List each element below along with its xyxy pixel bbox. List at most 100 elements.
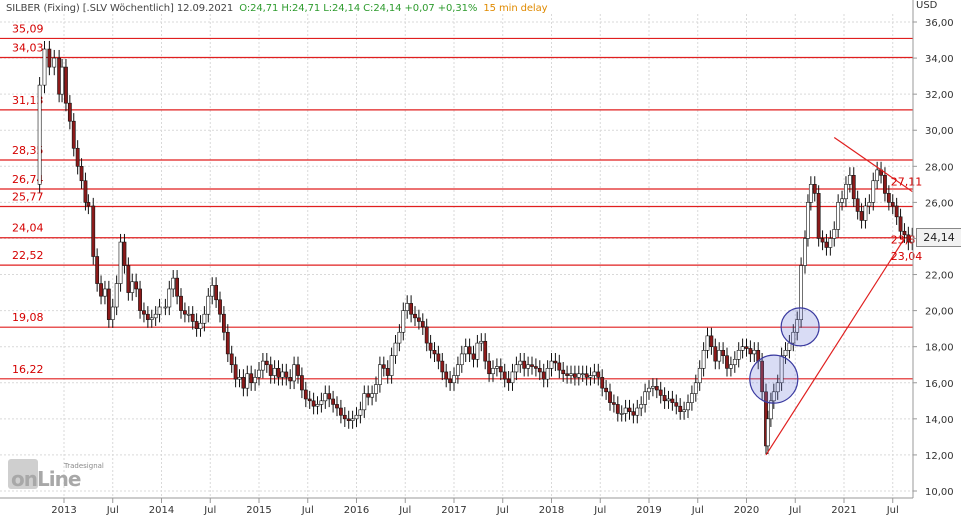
- candle: [280, 371, 285, 378]
- candle: [126, 265, 131, 293]
- x-tick-label: Jul: [691, 505, 704, 516]
- highlight-circle: [749, 354, 799, 404]
- x-tick-label: 2021: [831, 505, 856, 516]
- candle: [335, 404, 339, 409]
- candle: [783, 349, 788, 357]
- candle: [210, 285, 215, 297]
- candle: [689, 393, 694, 403]
- candle: [264, 360, 269, 366]
- candle: [596, 371, 601, 378]
- candle: [647, 387, 651, 393]
- candle: [643, 391, 648, 405]
- x-tick-label: Jul: [106, 505, 119, 516]
- x-axis: 2013 Jul 2014 Jul 2015 Jul 2016 Jul 2017 Jul 2018 J…: [51, 498, 899, 516]
- candle: [494, 366, 499, 369]
- candle: [198, 322, 203, 329]
- candle: [863, 205, 868, 221]
- candle: [405, 303, 410, 311]
- candle: [103, 288, 107, 297]
- y-tick-label: 16,00: [925, 379, 954, 390]
- candle: [537, 368, 542, 373]
- candle: [153, 313, 158, 319]
- candle: [338, 407, 343, 416]
- candle: [768, 400, 773, 420]
- level-label: 34,03: [12, 42, 44, 55]
- y-tick-label: 26,00: [925, 198, 954, 209]
- level-label: 28,35: [12, 144, 44, 157]
- x-tick-label: 2019: [636, 505, 661, 516]
- axis-unit-label: USD: [916, 0, 938, 11]
- y-tick-label: 10,00: [925, 487, 954, 498]
- candle: [627, 407, 632, 412]
- candle: [859, 211, 864, 221]
- candle: [284, 371, 289, 378]
- y-tick-label: 14,00: [925, 415, 954, 426]
- candle: [851, 175, 856, 200]
- candle: [709, 335, 714, 347]
- candle: [47, 48, 52, 68]
- candle: [666, 398, 671, 402]
- level-label: 19,08: [12, 311, 44, 324]
- candle: [812, 184, 817, 194]
- level-label: 31,13: [12, 94, 44, 107]
- candle: [806, 202, 810, 239]
- candle: [890, 202, 895, 207]
- candle: [299, 375, 304, 391]
- chart-title: SILBER (Fixing) [.SLV Wöchentlich] 12.09…: [6, 3, 234, 14]
- logo-box: [8, 459, 38, 489]
- candle: [245, 373, 250, 389]
- candle: [385, 368, 390, 376]
- candle: [342, 414, 347, 420]
- candle: [393, 342, 398, 357]
- candle: [67, 102, 72, 122]
- candle: [268, 364, 273, 376]
- candle: [149, 317, 154, 320]
- candle: [502, 371, 507, 380]
- level-label: 35,09: [12, 22, 44, 35]
- candle: [867, 202, 872, 207]
- candle: [362, 393, 367, 411]
- candle: [118, 241, 123, 284]
- candle: [898, 216, 903, 232]
- candle: [522, 360, 527, 369]
- candle: [847, 175, 852, 185]
- candle: [744, 346, 749, 349]
- candle: [799, 265, 804, 320]
- x-tick-label: 2013: [51, 505, 76, 516]
- candle: [346, 418, 351, 421]
- candle: [463, 346, 468, 355]
- candle: [83, 180, 88, 203]
- candle: [670, 398, 675, 403]
- candle: [370, 393, 375, 398]
- candle: [91, 205, 96, 257]
- chart-header: SILBER (Fixing) [.SLV Wöchentlich] 12.09…: [6, 3, 550, 14]
- candle: [604, 387, 609, 393]
- candle: [222, 313, 226, 333]
- candle: [580, 373, 585, 376]
- candle: [615, 404, 620, 414]
- candle: [52, 57, 57, 68]
- candle: [787, 342, 792, 351]
- tradesignal-logo: Tradesignal onLine: [8, 459, 104, 491]
- candle: [381, 364, 386, 369]
- candle: [569, 373, 573, 376]
- candle: [748, 348, 753, 355]
- ohlc-readout: O:24,71 H:24,71 L:24,14 C:24,14 +0,07 +0…: [239, 3, 478, 14]
- candle: [693, 382, 698, 394]
- candle: [432, 349, 437, 355]
- trend-label: 23,88: [891, 234, 923, 247]
- x-tick-label: 2020: [734, 505, 759, 516]
- candle: [662, 395, 667, 402]
- candle: [366, 393, 371, 398]
- x-tick-label: 2017: [441, 505, 466, 516]
- candle: [791, 331, 796, 344]
- x-tick-label: Jul: [203, 505, 216, 516]
- candle: [740, 346, 745, 351]
- candle: [134, 281, 139, 290]
- candle: [541, 371, 546, 380]
- x-tick-label: Jul: [496, 505, 509, 516]
- candle: [725, 355, 729, 369]
- x-tick-label: 2016: [344, 505, 369, 516]
- candle: [654, 386, 659, 391]
